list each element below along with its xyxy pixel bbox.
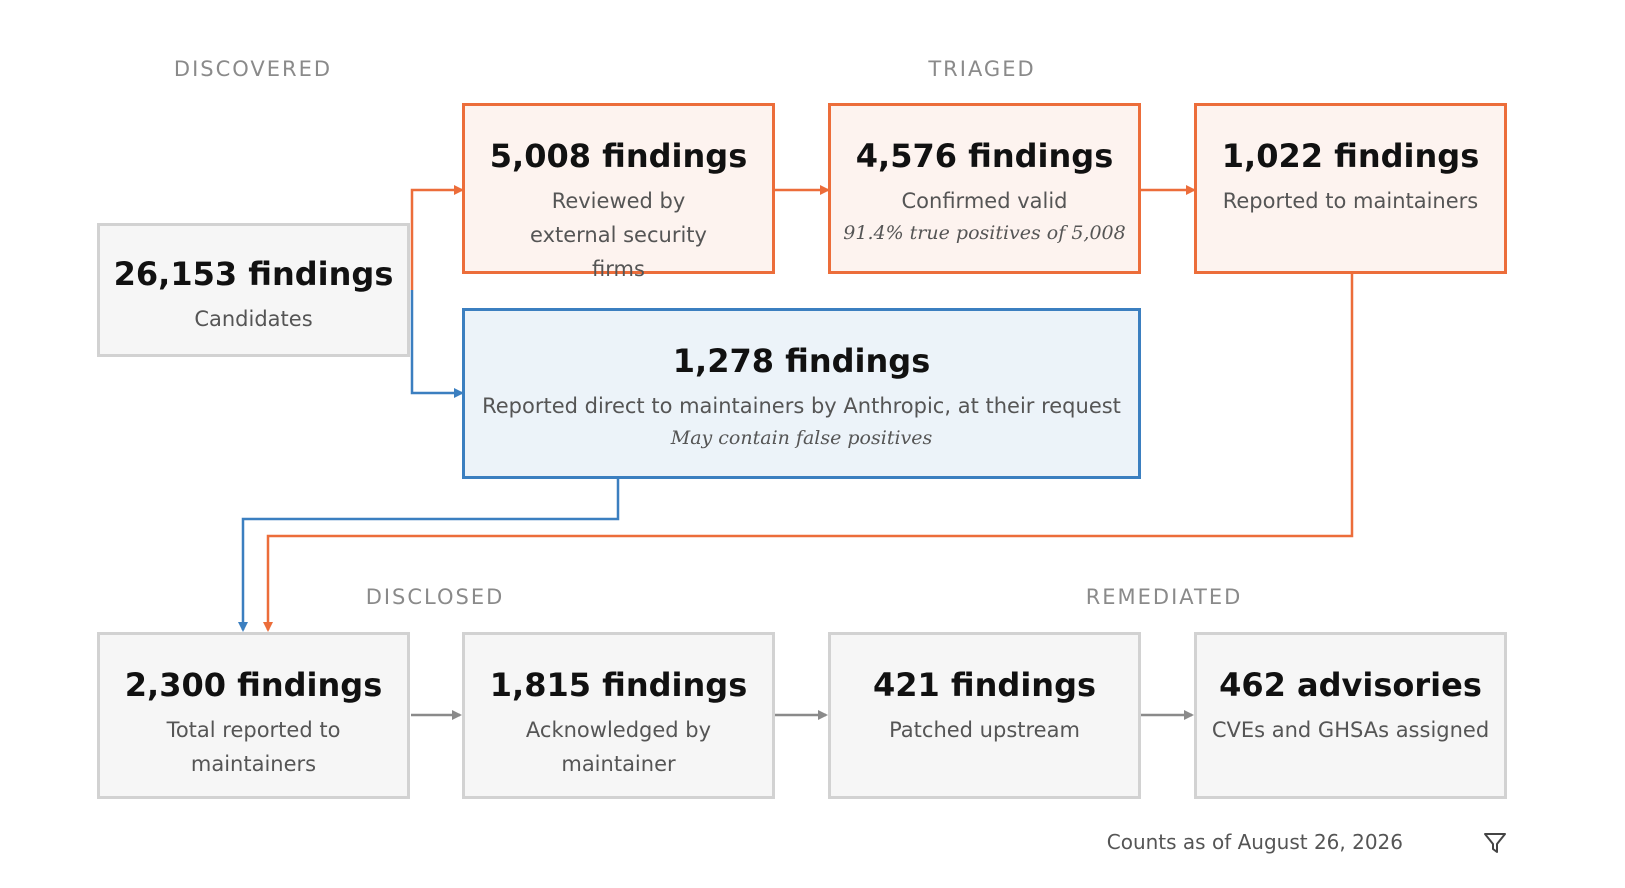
connector-direct-total — [238, 479, 620, 632]
node-candidates-desc: Candidates — [194, 307, 313, 331]
node-acknowledged: 1,815 findings Acknowledged by maintaine… — [462, 632, 775, 799]
node-total-desc: Total reported to maintainers — [166, 718, 341, 776]
counts-date-note: Counts as of August 26, 2026 — [1106, 830, 1403, 854]
node-direct: 1,278 findings Reported direct to mainta… — [462, 308, 1141, 479]
stage-label-triaged: TRIAGED — [928, 57, 1036, 81]
connector-candidates-reviewed — [410, 185, 464, 290]
node-direct-count: 1,278 findings — [672, 342, 931, 380]
filter-icon[interactable] — [1482, 830, 1508, 856]
node-advisories: 462 advisories CVEs and GHSAs assigned — [1194, 632, 1507, 799]
node-confirmed-count: 4,576 findings — [855, 137, 1114, 175]
node-direct-desc: Reported direct to maintainers by Anthro… — [482, 394, 1121, 418]
node-patched: 421 findings Patched upstream — [828, 632, 1141, 799]
stage-label-discovered: DISCOVERED — [173, 57, 333, 81]
connector-candidates-direct — [410, 290, 464, 398]
node-confirmed-note: 91.4% true positives of 5,008 — [843, 222, 1126, 244]
node-confirmed-desc: Confirmed valid — [901, 189, 1068, 213]
node-acknowledged-count: 1,815 findings — [489, 666, 748, 704]
node-advisories-desc: CVEs and GHSAs assigned — [1211, 718, 1490, 742]
node-reviewed: 5,008 findings Reviewed by external secu… — [462, 103, 775, 281]
node-candidates-count: 26,153 findings — [113, 255, 394, 293]
stage-label-disclosed: DISCLOSED — [365, 585, 505, 609]
node-acknowledged-desc: Acknowledged by maintainer — [525, 718, 712, 776]
node-reported: 1,022 findings Reported to maintainers — [1194, 103, 1507, 274]
node-direct-note: May contain false positives — [670, 427, 933, 449]
node-reviewed-count: 5,008 findings — [489, 137, 748, 175]
node-reported-count: 1,022 findings — [1221, 137, 1480, 175]
node-total-count: 2,300 findings — [124, 666, 383, 704]
node-advisories-count: 462 advisories — [1219, 666, 1482, 704]
stage-label-remediated: REMEDIATED — [1085, 585, 1243, 609]
node-reviewed-desc: Reviewed by external security firms — [530, 189, 707, 281]
node-candidates: 26,153 findings Candidates — [97, 223, 410, 357]
node-patched-desc: Patched upstream — [889, 718, 1080, 742]
node-reported-desc: Reported to maintainers — [1222, 189, 1479, 213]
node-total: 2,300 findings Total reported to maintai… — [97, 632, 410, 799]
node-patched-count: 421 findings — [872, 666, 1097, 704]
node-confirmed: 4,576 findings Confirmed valid 91.4% tru… — [828, 103, 1141, 274]
connector-reported-total — [263, 274, 1354, 632]
